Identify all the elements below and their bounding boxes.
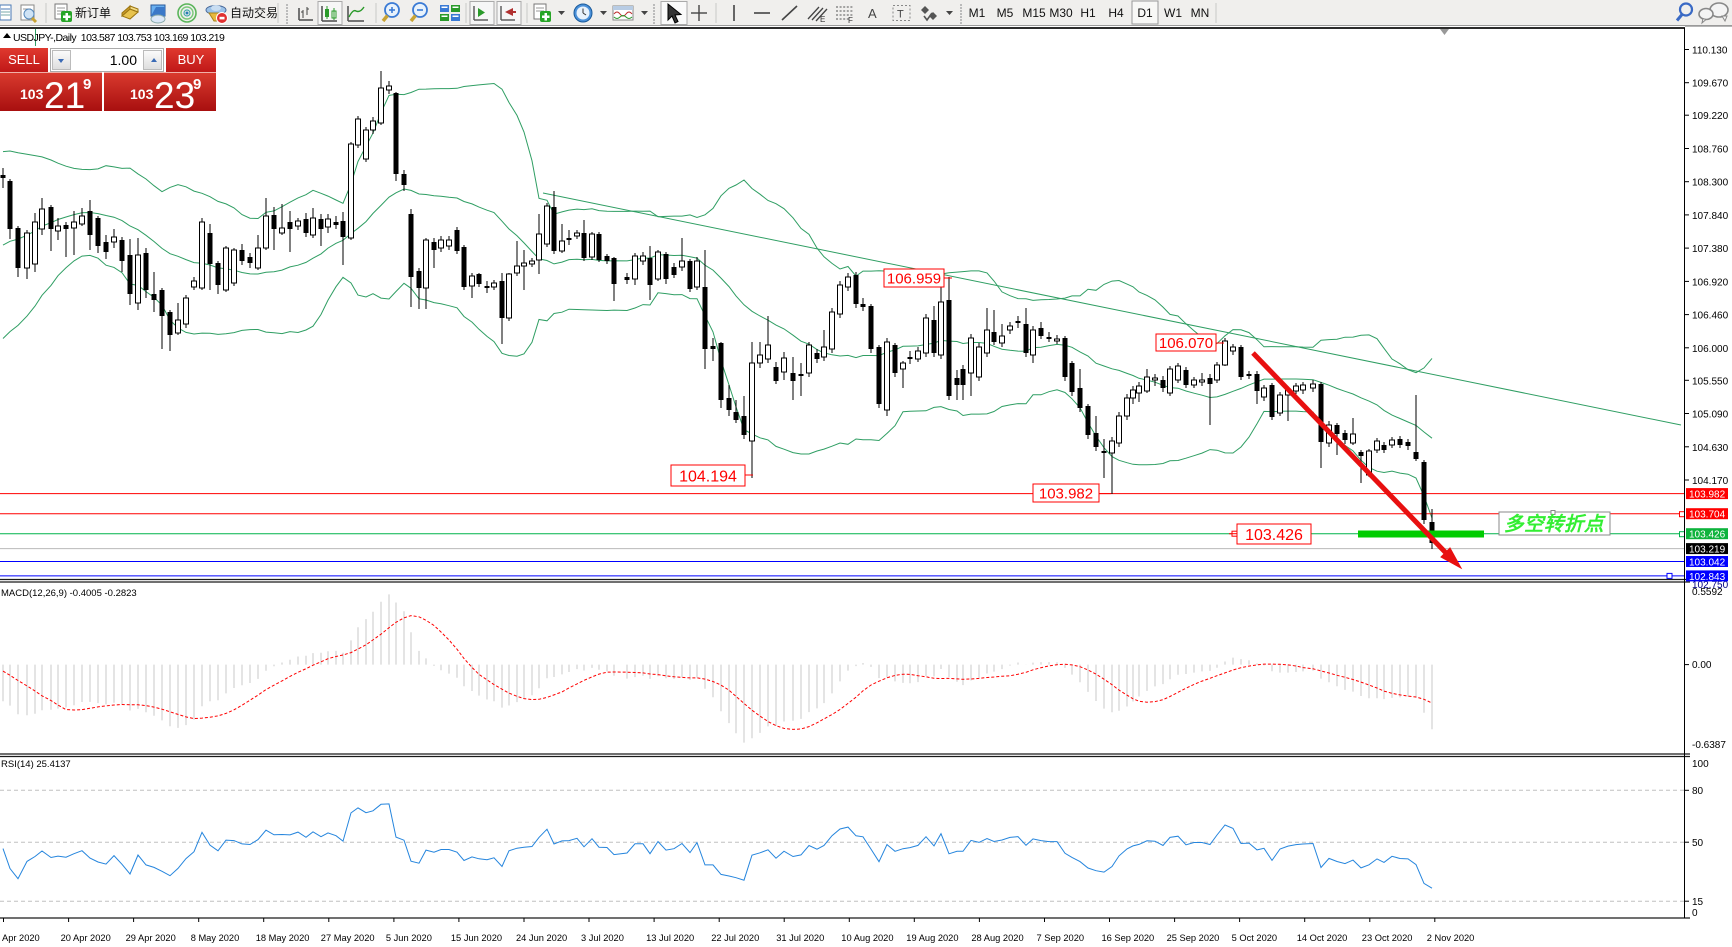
svg-text:23 Oct 2020: 23 Oct 2020 [1362,933,1413,943]
svg-text:103.426: 103.426 [1245,527,1303,544]
svg-text:103.982: 103.982 [1039,485,1093,502]
svg-text:H4: H4 [1108,6,1124,20]
svg-text:T: T [897,9,904,21]
svg-text:27 May 2020: 27 May 2020 [321,933,375,943]
svg-text:28 Aug 2020: 28 Aug 2020 [971,933,1023,943]
svg-text:29 Apr 2020: 29 Apr 2020 [126,933,176,943]
svg-text:104.170: 104.170 [1692,476,1729,487]
svg-text:RSI(14) 25.4137: RSI(14) 25.4137 [1,759,71,770]
svg-text:106.460: 106.460 [1692,311,1729,322]
svg-text:100: 100 [1692,759,1709,770]
svg-text:USDJPY-,Daily 103.587 103.753: USDJPY-,Daily 103.587 103.753 103.169 10… [13,32,225,44]
svg-text:H1: H1 [1080,6,1096,20]
svg-text:F: F [848,16,853,25]
svg-text:MN: MN [1191,6,1210,20]
svg-text:104.630: 104.630 [1692,443,1729,454]
svg-text:103.982: 103.982 [1689,490,1726,501]
svg-text:106.920: 106.920 [1692,277,1729,288]
svg-text:20 Apr 2020: 20 Apr 2020 [61,933,111,943]
svg-text:106.000: 106.000 [1692,344,1729,355]
svg-text:109.220: 109.220 [1692,111,1729,122]
svg-text:104.194: 104.194 [679,468,737,485]
svg-text:A: A [868,6,877,21]
svg-text:16 Sep 2020: 16 Sep 2020 [1102,933,1155,943]
svg-text:108.300: 108.300 [1692,178,1729,189]
svg-text:自动交易: 自动交易 [230,5,278,20]
svg-text:0.5592: 0.5592 [1692,587,1723,598]
svg-text:E: E [820,15,825,24]
svg-text:102.843: 102.843 [1689,572,1726,583]
svg-text:-0.6387: -0.6387 [1692,740,1726,751]
svg-text:103.426: 103.426 [1689,530,1726,541]
svg-text:50: 50 [1692,838,1704,849]
svg-text:15: 15 [1692,897,1704,908]
svg-text:106.959: 106.959 [887,270,941,287]
svg-text:107.840: 107.840 [1692,211,1729,222]
svg-text:108.760: 108.760 [1692,145,1729,156]
svg-text:M1: M1 [969,6,986,20]
svg-text:31 Jul 2020: 31 Jul 2020 [776,933,824,943]
svg-text:107.380: 107.380 [1692,244,1729,255]
svg-text:新订单: 新订单 [75,5,111,20]
svg-text:103.704: 103.704 [1689,510,1726,521]
svg-text:25 Sep 2020: 25 Sep 2020 [1167,933,1220,943]
svg-text:MACD(12,26,9) -0.4005 -0.2823: MACD(12,26,9) -0.4005 -0.2823 [1,588,137,599]
svg-text:M5: M5 [997,6,1014,20]
svg-text:18 May 2020: 18 May 2020 [256,933,310,943]
svg-text:105.550: 105.550 [1692,376,1729,387]
svg-text:5 Jun 2020: 5 Jun 2020 [386,933,432,943]
svg-text:10 Aug 2020: 10 Aug 2020 [841,933,893,943]
svg-text:多空转折点: 多空转折点 [1504,514,1606,536]
svg-text:22 Jul 2020: 22 Jul 2020 [711,933,759,943]
svg-text:14 Oct 2020: 14 Oct 2020 [1297,933,1348,943]
svg-text:8 May 2020: 8 May 2020 [191,933,240,943]
svg-text:Apr 2020: Apr 2020 [2,933,40,943]
svg-text:5 Oct 2020: 5 Oct 2020 [1232,933,1277,943]
svg-text:0.00: 0.00 [1692,660,1712,671]
svg-text:7 Sep 2020: 7 Sep 2020 [1037,933,1085,943]
svg-text:M15: M15 [1022,6,1046,20]
svg-text:15 Jun 2020: 15 Jun 2020 [451,933,502,943]
svg-text:M30: M30 [1049,6,1073,20]
svg-text:2 Nov 2020: 2 Nov 2020 [1427,933,1475,943]
svg-text:W1: W1 [1164,6,1182,20]
svg-text:3 Jul 2020: 3 Jul 2020 [581,933,624,943]
svg-text:19 Aug 2020: 19 Aug 2020 [906,933,958,943]
svg-text:D1: D1 [1137,6,1153,20]
svg-text:24 Jun 2020: 24 Jun 2020 [516,933,567,943]
svg-text:103.219: 103.219 [1689,545,1726,556]
svg-text:109.670: 109.670 [1692,79,1729,90]
svg-text:80: 80 [1692,786,1704,797]
svg-text:102.750: 102.750 [1692,580,1729,591]
svg-text:0: 0 [1692,908,1698,919]
svg-text:103.042: 103.042 [1689,558,1726,569]
svg-text:106.070: 106.070 [1159,335,1213,352]
svg-text:110.130: 110.130 [1692,46,1728,57]
svg-text:13 Jul 2020: 13 Jul 2020 [646,933,694,943]
svg-text:105.090: 105.090 [1692,410,1729,421]
